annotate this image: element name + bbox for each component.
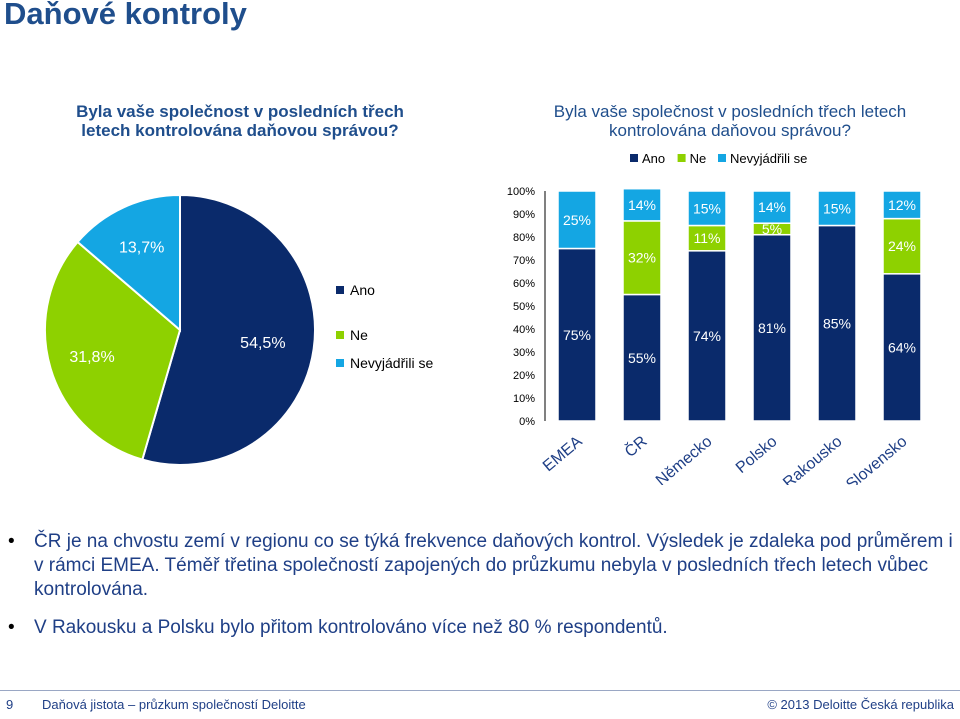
y-tick-label: 90% <box>513 209 535 221</box>
pie-slice-label: 13,7% <box>119 240 164 257</box>
bar-segment <box>882 190 922 220</box>
pie-slice-nevyj-d-ili-se <box>76 193 181 333</box>
bullet-item: ČR je na chvostu zemí v regionu co se tý… <box>8 530 958 602</box>
legend-label: Nevyjádřili se <box>350 355 433 371</box>
footer-page-number: 9 <box>6 697 14 712</box>
pie-slice-label: 31,8% <box>69 349 114 366</box>
pie-chart: 54,5% 31,8% 13,7% Ano Ne Nevyjádřili se <box>44 193 433 466</box>
y-tick-label: 20% <box>513 370 535 382</box>
bar-segment <box>557 247 597 422</box>
legend-swatch <box>677 154 686 162</box>
legend-swatch <box>336 359 344 367</box>
legend-label: Ano <box>642 151 665 166</box>
bar-segment <box>557 190 597 250</box>
x-category-label: Rakousko <box>780 433 846 485</box>
bar-segment <box>882 273 922 422</box>
bar-chart-title: Byla vaše společnost v posledních třech … <box>553 102 907 140</box>
data-label: 74% <box>693 328 721 344</box>
data-label: 32% <box>628 250 656 266</box>
stacked-bar-chart: 0% 10% 20% 30% 40% 50% 60% 70% 80% 90% 100% 75% 25% E… <box>507 151 922 485</box>
x-category-label: Slovensko <box>843 433 911 485</box>
y-tick-label: 100% <box>507 186 535 198</box>
bullet-list: ČR je na chvostu zemí v regionu co se tý… <box>8 530 958 654</box>
x-category-label: Polsko <box>733 433 781 477</box>
data-label: 15% <box>823 200 851 216</box>
bar-segment <box>882 217 922 275</box>
bar-segment <box>687 250 727 422</box>
footer-left-text: Daňová jistota – průzkum společností Del… <box>42 697 306 712</box>
x-category-label: Německo <box>653 433 716 485</box>
bar-segment <box>752 190 792 224</box>
data-label: 25% <box>563 212 591 228</box>
pie-slice-ne <box>44 240 182 461</box>
data-label: 14% <box>758 199 786 215</box>
data-label: 15% <box>693 200 721 216</box>
y-tick-label: 40% <box>513 324 535 336</box>
footer-right-text: © 2013 Deloitte Česká republika <box>767 697 954 712</box>
bar-segment <box>817 190 857 227</box>
bullet-item: V Rakousku a Polsku bylo přitom kontrolo… <box>8 616 958 640</box>
data-label: 75% <box>563 327 591 343</box>
data-label: 12% <box>888 197 916 213</box>
bar-segment <box>817 224 857 422</box>
legend-swatch <box>336 286 344 294</box>
data-label: 14% <box>628 197 656 213</box>
y-tick-label: 70% <box>513 255 535 267</box>
bar-segment <box>622 187 662 222</box>
legend-swatch <box>336 331 344 339</box>
data-label: 5% <box>762 221 782 237</box>
data-label: 81% <box>758 320 786 336</box>
x-category-label: ČR <box>621 432 651 461</box>
y-tick-label: 80% <box>513 232 535 244</box>
legend-label: Ne <box>350 327 368 343</box>
page-title: Daňové kontroly <box>4 0 247 31</box>
data-label: 55% <box>628 350 656 366</box>
pie-chart-title: Byla vaše společnost v posledních třech … <box>76 102 404 140</box>
y-tick-label: 10% <box>513 393 535 405</box>
legend-swatch <box>718 154 726 162</box>
bar-segment <box>687 224 727 252</box>
pie-slice-ano <box>141 193 316 466</box>
x-category-label: EMEA <box>540 433 586 475</box>
data-label: 24% <box>888 238 916 254</box>
y-tick-label: 0% <box>519 416 535 428</box>
bar-segment <box>622 220 662 296</box>
bar-segment <box>687 190 727 227</box>
legend-label: Ano <box>350 282 375 298</box>
data-label: 85% <box>823 315 851 331</box>
y-tick-label: 30% <box>513 347 535 359</box>
y-tick-label: 50% <box>513 301 535 313</box>
y-tick-label: 60% <box>513 278 535 290</box>
legend-label: Ne <box>690 151 707 166</box>
data-label: 64% <box>888 339 916 355</box>
data-label: 11% <box>694 230 721 246</box>
bar-segment <box>622 293 662 422</box>
footer-divider <box>0 690 960 691</box>
pie-slice-label: 54,5% <box>240 335 285 352</box>
legend-label: Nevyjádřili se <box>730 151 807 166</box>
legend-swatch <box>630 154 638 162</box>
